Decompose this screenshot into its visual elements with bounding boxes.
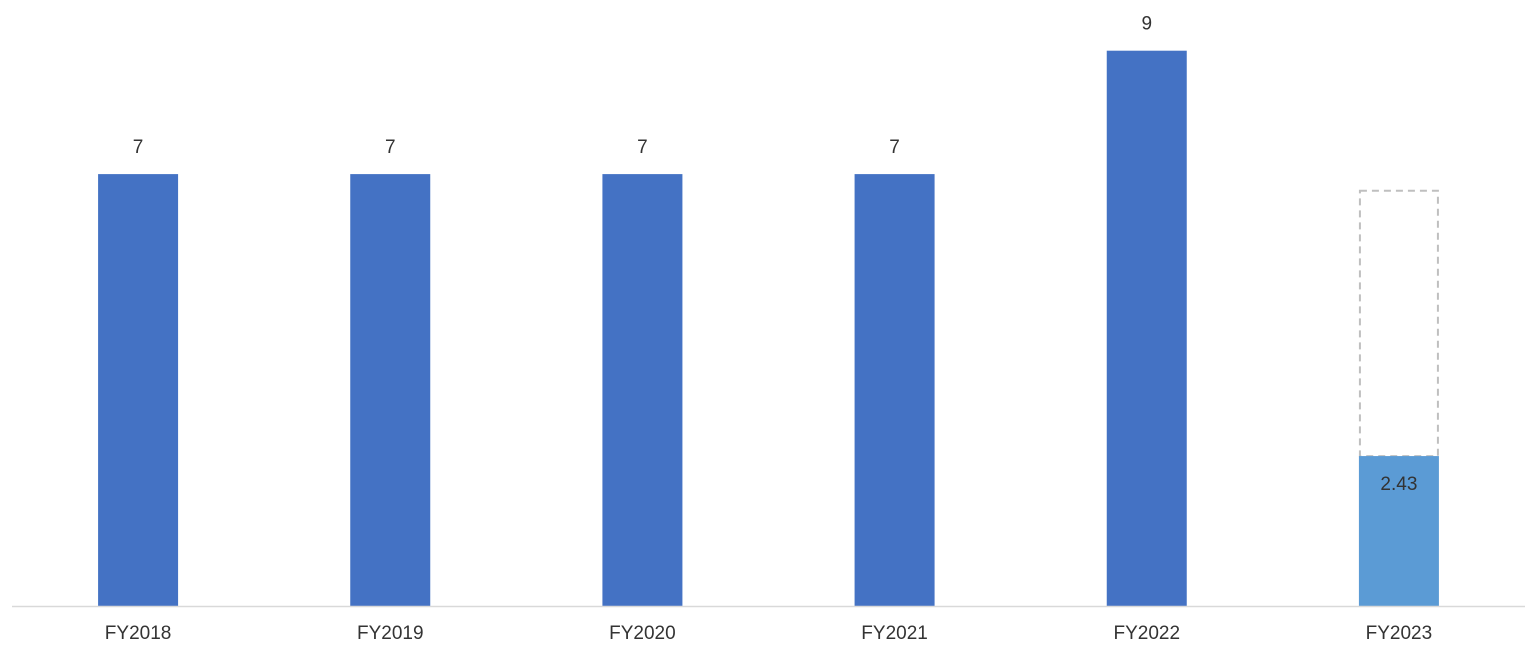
- bar-fy2022: [1106, 50, 1187, 606]
- x-tick-label-fy2023: FY2023: [1366, 623, 1433, 644]
- x-tick-label-fy2021: FY2021: [861, 623, 928, 644]
- data-label-fy2018: 7: [133, 137, 144, 158]
- bar-fy2018: [98, 174, 179, 606]
- data-label-fy2023: 2.43: [1380, 474, 1417, 495]
- data-label-fy2022: 9: [1141, 14, 1152, 35]
- bar-fy2020: [602, 174, 683, 606]
- bar-fy2019: [350, 174, 431, 606]
- x-tick-label-fy2022: FY2022: [1113, 623, 1180, 644]
- chart-marks: 7 FY2018 7 FY2019 7 FY2020 7 FY2021 9 FY2022 2.43 F…: [98, 14, 1439, 644]
- x-tick-label-fy2020: FY2020: [609, 623, 676, 644]
- data-label-fy2020: 7: [637, 137, 648, 158]
- bar-fy2021: [854, 174, 935, 606]
- x-tick-label-fy2018: FY2018: [105, 623, 172, 644]
- bar-fy2023: [1358, 456, 1439, 606]
- data-label-fy2019: 7: [385, 137, 396, 158]
- data-label-fy2021: 7: [889, 137, 900, 158]
- projected-bar-outline: [1358, 189, 1439, 458]
- x-tick-label-fy2019: FY2019: [357, 623, 424, 644]
